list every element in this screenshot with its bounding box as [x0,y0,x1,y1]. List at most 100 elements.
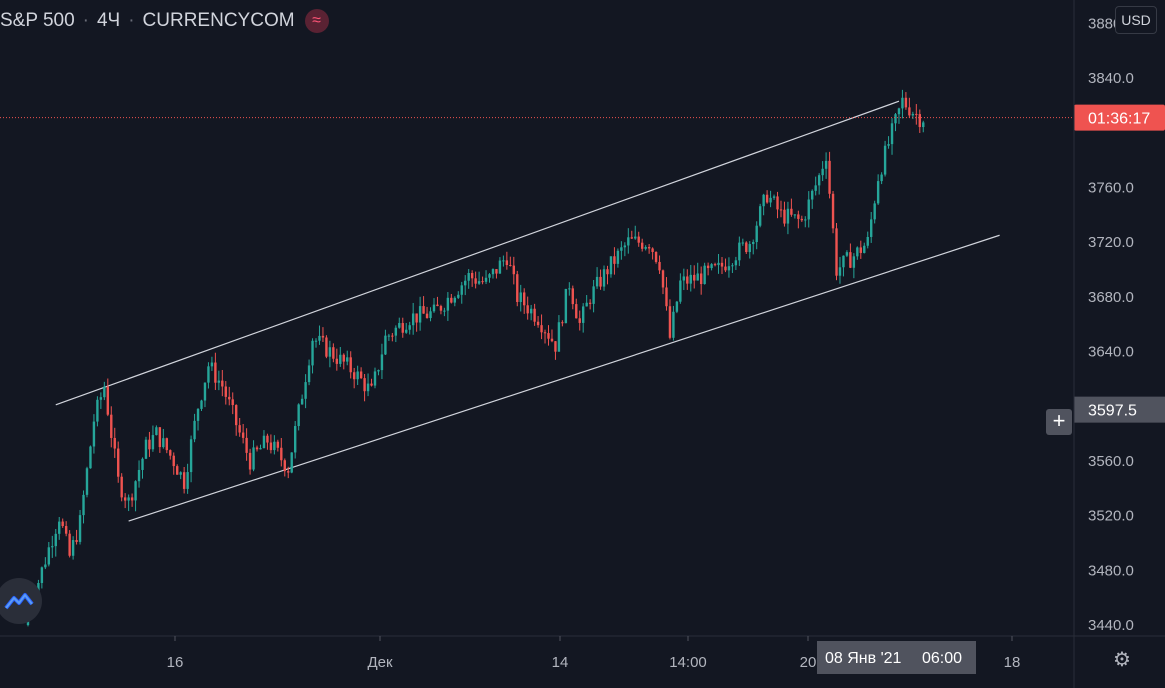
candle-body [765,194,769,203]
candle-body [582,306,585,323]
candle-body [238,425,241,433]
candle-body [703,265,706,285]
candle-body [217,380,221,383]
candle-body [682,276,686,281]
candle-body [280,447,283,461]
candle-body [699,273,703,285]
candle-body [706,265,710,269]
candle-body [405,329,408,333]
price-tick-label: 3720.0 [1088,234,1134,251]
candle-body [658,261,661,271]
candle-body [394,327,398,336]
candle-body [130,497,134,501]
candle-body [817,175,821,186]
candle-body [259,448,262,450]
currency-button[interactable]: USD [1115,6,1157,34]
candle-body [117,448,120,477]
candle-body [384,335,387,355]
candle-body [477,281,481,284]
candle-body [248,452,252,470]
price-tick-label: 3760.0 [1088,179,1134,196]
header-separator: · [82,10,89,31]
candle-body [568,288,571,290]
candle-body [252,447,255,470]
time-tick-label: 14:00 [669,654,707,671]
tradingview-logo-icon[interactable] [0,578,42,624]
gear-icon[interactable]: ⚙ [1113,649,1131,671]
crosshair-time-label: 06:00 [922,650,962,667]
candle-body [911,113,915,116]
crosshair-price-box [1074,396,1165,423]
candle-body [748,244,751,253]
candlestick-series [26,89,925,627]
candle-body [828,160,831,194]
candle-body [474,278,477,284]
candle-body [148,439,151,450]
candle-body [745,242,748,253]
candle-body [734,260,738,266]
candle-body [724,266,727,271]
candle-body [526,305,529,314]
candle-body [141,458,144,470]
candle-body [85,468,89,495]
trend-channel [55,100,1000,522]
candle-body [811,190,814,200]
candle-body [769,197,772,203]
candle-body [890,123,894,145]
crosshair-plus-icon[interactable]: + [1046,409,1072,435]
candle-body [144,439,148,459]
price-tick-label: 3520.0 [1088,508,1134,525]
candle-body [783,209,786,224]
candle-body [821,168,824,176]
candle-body [377,370,380,372]
candle-body [495,269,498,274]
interval-label[interactable]: 4Ч [96,10,121,31]
candle-body [519,292,522,302]
data-source-label[interactable]: CURRENCYCOM [142,10,295,31]
candle-body [68,533,71,556]
candle-body [547,333,550,339]
candle-body [359,371,363,379]
candle-body [873,203,876,220]
candle-body [894,114,897,124]
candle-body [332,347,335,359]
candle-body [328,347,332,357]
time-tick-label: 20 [800,654,817,671]
candle-body [727,266,731,271]
candle-body [717,262,720,266]
candle-body [831,193,835,229]
candle-body [207,366,210,383]
candle-body [432,304,436,312]
symbol-name[interactable]: S&P 500 [0,10,75,31]
candle-body [498,260,502,274]
candle-body [235,405,238,426]
channel-line [128,234,1000,522]
candle-body [203,382,207,401]
candle-body [307,365,311,383]
crosshair-time-box [817,641,976,674]
candle-body [540,325,543,333]
candle-body [491,269,495,275]
candle-body [713,264,717,266]
candle-body [311,340,314,366]
candle-body [762,194,765,207]
candle-body [71,540,75,556]
candle-body [627,237,630,246]
candle-body [460,285,463,295]
candle-body [523,292,526,306]
candle-body [651,248,654,252]
source-logo-icon[interactable]: ≈ [304,9,329,33]
candle-body [922,122,925,128]
candle-body [464,280,467,286]
candle-body [429,311,432,319]
candle-body [571,288,574,305]
candle-body [398,323,401,328]
candle-body [276,441,280,448]
candle-body [675,301,679,312]
candle-body [137,469,141,482]
candle-body [92,421,96,447]
candle-body [741,242,745,244]
candle-body [602,269,606,287]
candle-body [845,252,849,256]
